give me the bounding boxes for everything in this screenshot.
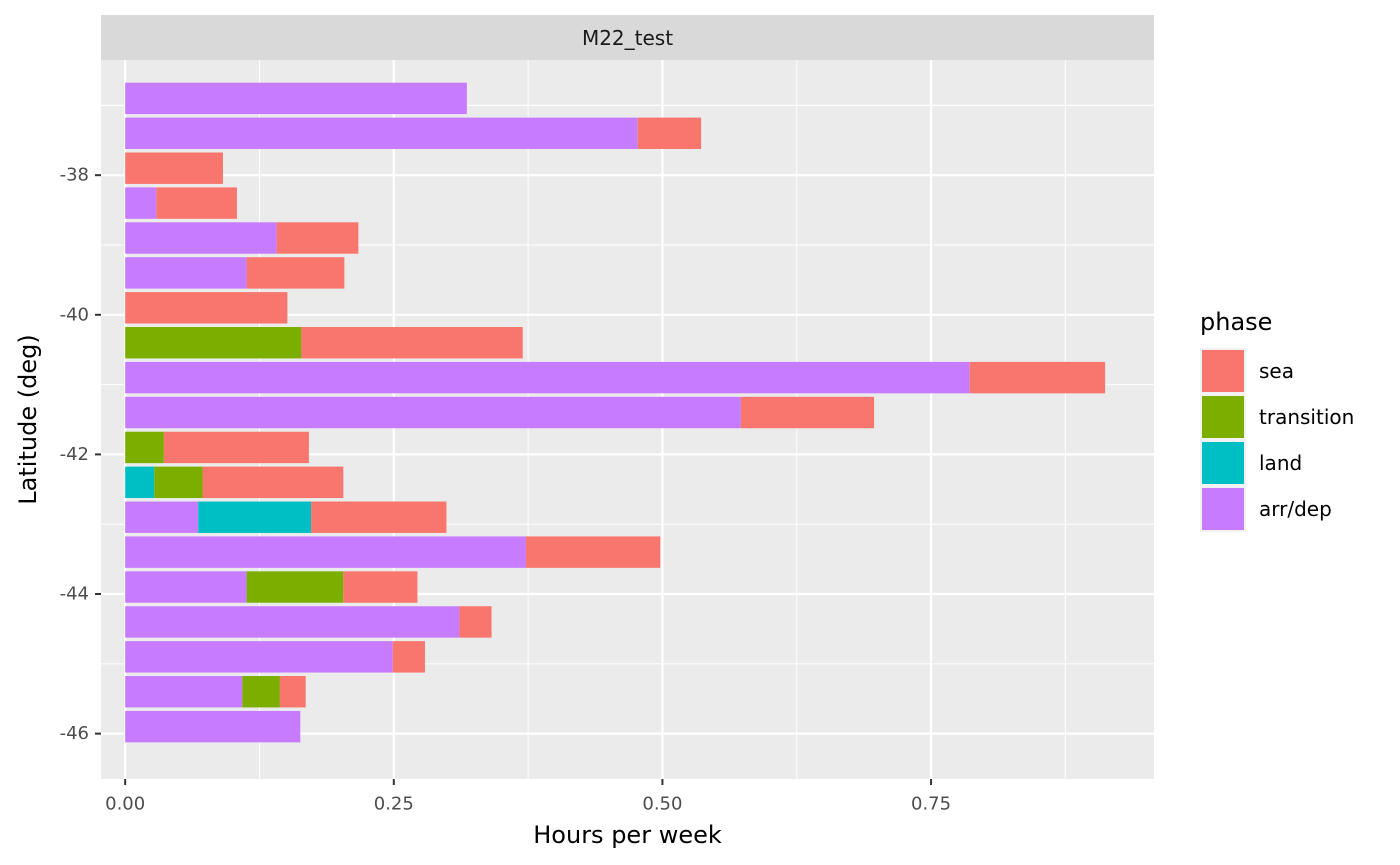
axes: 0.00 0.25 0.50 0.75 -38 -40 -42 -44 -46 bbox=[60, 165, 951, 815]
y-tick-label: -42 bbox=[60, 444, 89, 465]
bar-segment-arr-dep bbox=[125, 257, 247, 289]
bar-segment-land bbox=[125, 466, 155, 499]
bar-segment-arr-dep bbox=[125, 82, 467, 115]
bar-segment-arr-dep bbox=[125, 222, 277, 254]
bar-segment-sea bbox=[969, 361, 1106, 394]
grid-lines bbox=[101, 60, 1154, 779]
y-tick-label: -44 bbox=[60, 584, 89, 605]
bar-segment-sea bbox=[392, 641, 425, 673]
facet-strip bbox=[101, 15, 1154, 60]
bar-segment-sea bbox=[459, 606, 492, 638]
legend: sea transition land arr/dep bbox=[1200, 348, 1354, 532]
x-tick-label: 0.00 bbox=[105, 794, 145, 815]
bar-segment-arr-dep bbox=[125, 571, 247, 603]
bar-segment-sea bbox=[125, 292, 288, 324]
y-tick-label: -40 bbox=[60, 304, 89, 325]
bar-segment-sea bbox=[125, 152, 223, 184]
bar-segment-sea bbox=[301, 327, 523, 359]
bar-segment-arr-dep bbox=[125, 501, 199, 533]
bars bbox=[125, 82, 1106, 743]
bar-segment-sea bbox=[156, 187, 237, 219]
bar-segment-arr-dep bbox=[125, 396, 741, 429]
y-tick-label: -46 bbox=[60, 723, 89, 744]
bar-segment-transition bbox=[154, 466, 203, 499]
bar-segment-arr-dep bbox=[125, 536, 526, 568]
bar-segment-transition bbox=[246, 571, 344, 603]
legend-key-transition bbox=[1202, 396, 1244, 438]
legend-label: transition bbox=[1259, 405, 1354, 429]
bar-segment-arr-dep bbox=[125, 676, 243, 708]
facet-strip-label: M22_test bbox=[582, 26, 673, 50]
legend-label: sea bbox=[1259, 359, 1294, 383]
bar-segment-sea bbox=[343, 571, 418, 603]
bar-segment-arr-dep bbox=[125, 606, 460, 638]
bar-segment-arr-dep bbox=[125, 361, 970, 394]
bar-segment-arr-dep bbox=[125, 710, 301, 743]
bar-segment-transition bbox=[125, 327, 302, 359]
bar-segment-sea bbox=[276, 222, 359, 254]
x-tick-label: 0.75 bbox=[911, 794, 951, 815]
legend-key-arr-dep bbox=[1202, 488, 1244, 530]
bar-segment-sea bbox=[246, 257, 345, 289]
y-axis-title: Latitude (deg) bbox=[14, 334, 42, 504]
x-tick-label: 0.25 bbox=[374, 794, 414, 815]
legend-title: phase bbox=[1200, 308, 1272, 336]
legend-key-land bbox=[1202, 442, 1244, 484]
bar-segment-arr-dep bbox=[125, 187, 157, 219]
bar-segment-transition bbox=[242, 676, 280, 708]
x-axis-title: Hours per week bbox=[533, 821, 722, 849]
y-tick-label: -38 bbox=[60, 165, 89, 186]
bar-segment-sea bbox=[279, 676, 306, 708]
bar-segment-transition bbox=[125, 431, 164, 464]
bar-segment-land bbox=[198, 501, 312, 533]
bar-segment-sea bbox=[740, 396, 875, 429]
bar-segment-sea bbox=[202, 466, 344, 499]
bar-segment-arr-dep bbox=[125, 641, 393, 673]
bar-segment-sea bbox=[525, 536, 661, 568]
bar-segment-sea bbox=[637, 117, 702, 150]
legend-label: land bbox=[1259, 451, 1302, 475]
bar-segment-sea bbox=[311, 501, 447, 533]
x-tick-label: 0.50 bbox=[642, 794, 682, 815]
legend-label: arr/dep bbox=[1259, 497, 1332, 521]
bar-segment-arr-dep bbox=[125, 117, 638, 150]
legend-key-sea bbox=[1202, 350, 1244, 392]
bar-segment-sea bbox=[163, 431, 309, 464]
